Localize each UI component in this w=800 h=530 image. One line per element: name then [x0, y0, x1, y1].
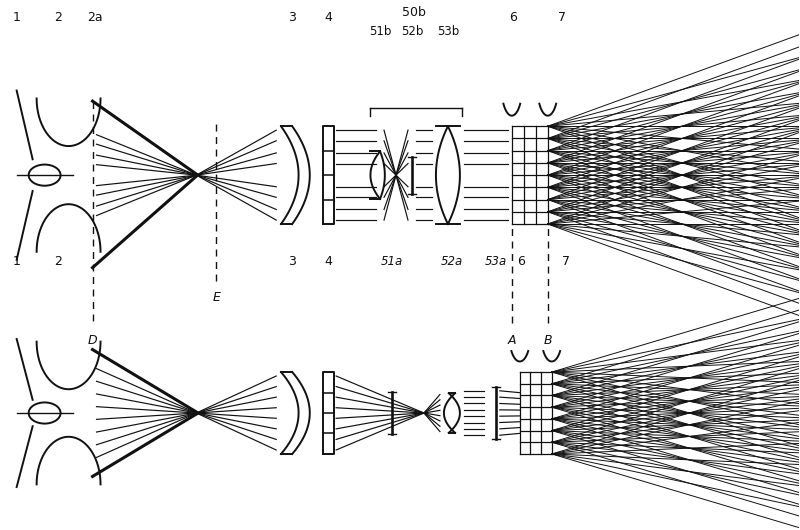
Text: 6: 6 — [518, 254, 526, 268]
Text: 50b: 50b — [402, 6, 426, 19]
Text: 51a: 51a — [381, 254, 403, 268]
Text: 52b: 52b — [401, 25, 423, 38]
Text: D: D — [88, 334, 98, 347]
Text: A: A — [507, 334, 516, 347]
Text: 3: 3 — [288, 12, 296, 24]
Text: 1: 1 — [13, 254, 21, 268]
Text: 4: 4 — [324, 254, 332, 268]
Text: E: E — [212, 292, 220, 304]
Text: 1: 1 — [13, 12, 21, 24]
Text: 7: 7 — [558, 12, 566, 24]
Text: 7: 7 — [562, 254, 570, 268]
Text: 4: 4 — [324, 12, 332, 24]
Text: 2: 2 — [54, 254, 62, 268]
Text: 2a: 2a — [87, 12, 102, 24]
Text: 2: 2 — [54, 12, 62, 24]
Text: 51b: 51b — [369, 25, 391, 38]
Text: 3: 3 — [288, 254, 296, 268]
Text: 6: 6 — [510, 12, 518, 24]
Text: 53b: 53b — [437, 25, 459, 38]
Text: 53a: 53a — [485, 254, 507, 268]
Text: B: B — [543, 334, 552, 347]
Text: 52a: 52a — [441, 254, 463, 268]
